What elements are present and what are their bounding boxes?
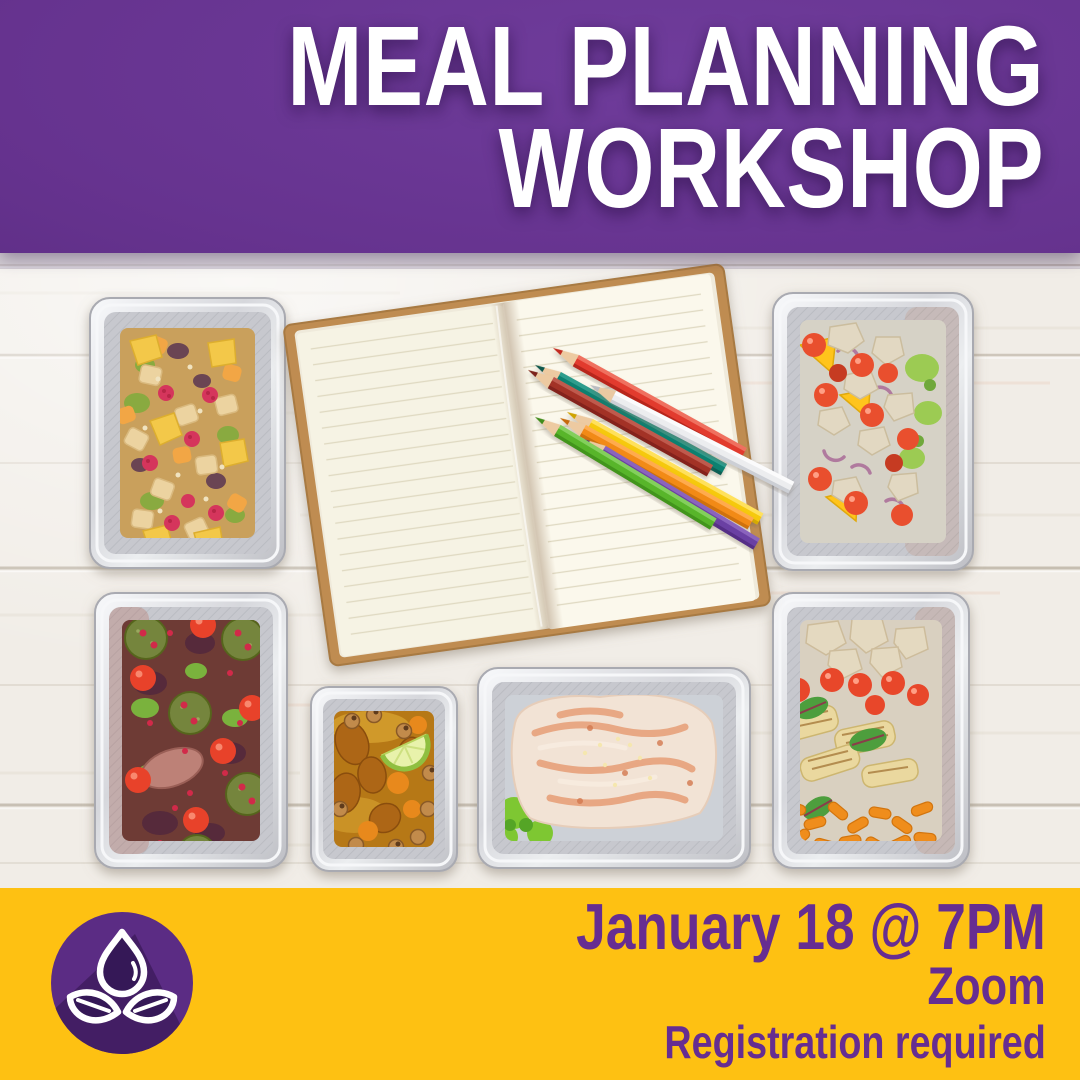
meal-prep-photo xyxy=(0,253,1080,888)
event-details-band: January 18 @ 7PM Zoom Registration requi… xyxy=(0,888,1080,1080)
event-details: January 18 @ 7PM Zoom Registration requi… xyxy=(576,890,1046,1068)
droplet-sprout-logo xyxy=(51,912,193,1054)
photo-illustration xyxy=(0,253,1080,888)
title-line-1: MEAL PLANNING xyxy=(287,3,1044,129)
falafel-tomato-tray xyxy=(94,592,288,869)
event-platform: Zoom xyxy=(927,957,1046,1016)
event-registration: Registration required xyxy=(664,1016,1046,1068)
fruit-salad-tray xyxy=(89,297,286,569)
chicken-veggie-salad-tray xyxy=(772,292,974,571)
page-title: MEAL PLANNING WORKSHOP xyxy=(287,3,1044,231)
title-banner: MEAL PLANNING WORKSHOP xyxy=(0,0,1080,253)
creamy-fish-wrap-tray xyxy=(477,667,751,869)
title-line-2: WORKSHOP xyxy=(498,104,1044,231)
dried-fruit-nut-tray xyxy=(310,686,458,872)
chicken-carrot-tray xyxy=(772,592,970,869)
colored-pencils xyxy=(528,348,795,550)
event-datetime: January 18 @ 7PM xyxy=(576,890,1046,963)
